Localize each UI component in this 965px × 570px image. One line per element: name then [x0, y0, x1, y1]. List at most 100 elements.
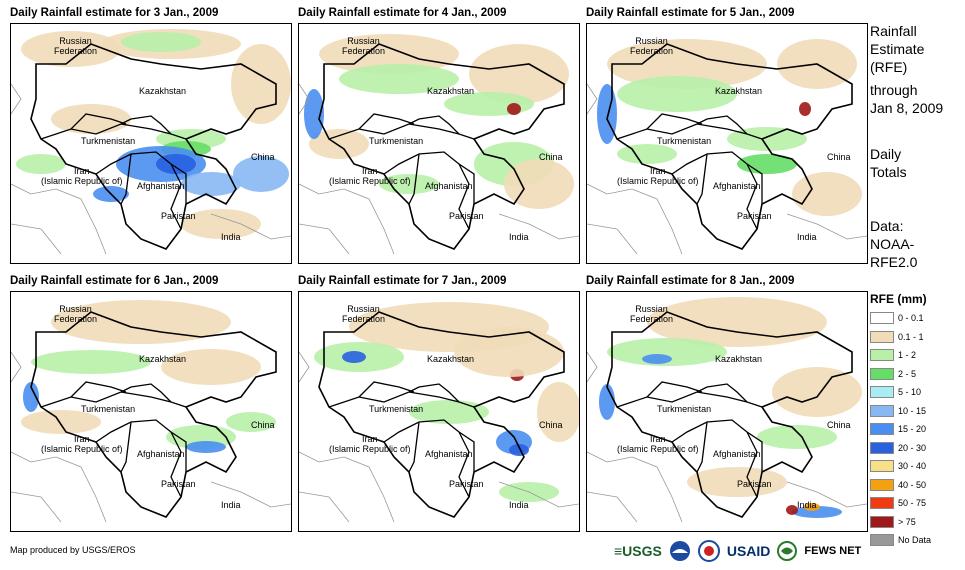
border-line [11, 183, 107, 255]
map-label-afghanistan: Afghanistan [713, 449, 761, 459]
country-border [408, 421, 420, 473]
rainfall-area [642, 354, 672, 364]
legend-swatch [870, 534, 894, 546]
map-label-afghanistan: Afghanistan [137, 181, 185, 191]
sidebar-noaa: NOAA- [870, 236, 915, 252]
rainfall-area [121, 32, 201, 52]
sidebar-totals: Totals [870, 164, 907, 180]
map-label-russia: Russian Federation [342, 304, 386, 324]
border-line [11, 83, 22, 115]
country-border [70, 113, 127, 130]
map-label-china: China [539, 420, 563, 430]
map-label-russia: Russian Federation [630, 36, 674, 56]
legend-label: 2 - 5 [898, 368, 917, 379]
country-border [120, 421, 132, 473]
legend-item: > 75 [870, 515, 916, 529]
map-label-turkmenistan: Turkmenistan [369, 136, 424, 146]
legend-item: 40 - 50 [870, 478, 926, 492]
legend-swatch [870, 386, 894, 398]
region-outline [606, 43, 853, 250]
country-border [70, 381, 127, 398]
legend-label: 0 - 0.1 [898, 313, 924, 323]
region-outline [318, 311, 565, 518]
legend-swatch [870, 423, 894, 435]
rainfall-area [21, 31, 121, 67]
rainfall-area [181, 209, 261, 239]
border-line [299, 451, 395, 523]
sidebar-date: Jan 8, 2009 [870, 100, 944, 116]
country-border [696, 383, 748, 403]
rainfall-area [156, 154, 196, 174]
logo-bar: ≡USGS USAID FEWS NET [614, 538, 861, 564]
map-label-turkmenistan: Turkmenistan [369, 404, 424, 414]
border-line [299, 83, 310, 115]
rainfall-area [509, 444, 529, 456]
map-label-afghanistan: Afghanistan [425, 181, 473, 191]
map-canvas [11, 29, 291, 255]
border-line [786, 481, 867, 508]
border-line [587, 83, 598, 115]
rainfall-map-4: Russian Federation Kazakhstan Turkmenistan… [10, 291, 292, 532]
rainfall-map-6: Russian Federation Kazakhstan Turkmenistan… [586, 291, 868, 532]
legend-item: 20 - 30 [870, 441, 926, 455]
country-border [408, 383, 460, 403]
rainfall-area [786, 505, 798, 515]
map-label-turkmenistan: Turkmenistan [81, 136, 136, 146]
border-line [210, 481, 291, 508]
legend-label: 40 - 50 [898, 479, 927, 490]
sidebar-title-2: Estimate [870, 41, 925, 57]
border-line [587, 491, 638, 523]
map-label-kazakhstan: Kazakhstan [139, 86, 187, 96]
legend-item: 10 - 15 [870, 404, 926, 418]
map-label-china: China [539, 152, 563, 162]
map-label-pakistan: Pakistan [449, 479, 484, 489]
map-label-afghanistan: Afghanistan [713, 181, 761, 191]
legend-label: 5 - 10 [898, 387, 922, 397]
map-label-india: India [221, 500, 241, 510]
rainfall-area [737, 154, 797, 174]
border-line [210, 213, 291, 240]
border-line [11, 451, 107, 523]
legend-item: No Data [870, 533, 931, 547]
legend-label: 10 - 15 [898, 405, 927, 416]
rainfall-area [304, 89, 324, 139]
country-border [646, 113, 703, 130]
map-label-china: China [251, 152, 275, 162]
legend-item: 50 - 75 [870, 496, 926, 510]
country-border [696, 421, 708, 473]
nws-logo-icon [697, 540, 720, 562]
legend-item: 0.1 - 1 [870, 330, 924, 344]
legend-swatch [870, 478, 894, 491]
map-label-china: China [251, 420, 275, 430]
map-label-kazakhstan: Kazakhstan [427, 354, 475, 364]
legend-swatch [870, 460, 894, 472]
fews-net-logo: FEWS NET [804, 545, 862, 557]
map-label-turkmenistan: Turkmenistan [657, 136, 712, 146]
country-border [408, 115, 460, 135]
rainfall-area [309, 129, 369, 159]
region-outline [318, 43, 565, 250]
legend-swatch [870, 497, 894, 509]
legend-item: 2 - 5 [870, 367, 916, 381]
legend-swatch [870, 367, 894, 380]
rainfall-area [469, 44, 569, 104]
map-label-india: India [509, 500, 529, 510]
country-border [358, 113, 415, 130]
rainfall-area [727, 127, 807, 151]
rainfall-area [799, 102, 811, 116]
country-border [95, 151, 187, 204]
rainfall-area [647, 297, 827, 347]
border-line [587, 451, 683, 523]
legend-swatch [870, 349, 894, 361]
map-label-iran: Iran (Islamic Republic of) [617, 166, 699, 186]
country-border [170, 431, 182, 498]
border-line [11, 351, 22, 383]
rainfall-area [339, 64, 459, 94]
legend-item: 15 - 20 [870, 422, 926, 436]
country-border [646, 381, 703, 398]
border-line [498, 213, 579, 240]
legend-title: RFE (mm) [870, 292, 927, 306]
border-line [498, 481, 579, 508]
sidebar-rfe: RFE2.0 [870, 254, 918, 270]
map-canvas [11, 300, 291, 523]
